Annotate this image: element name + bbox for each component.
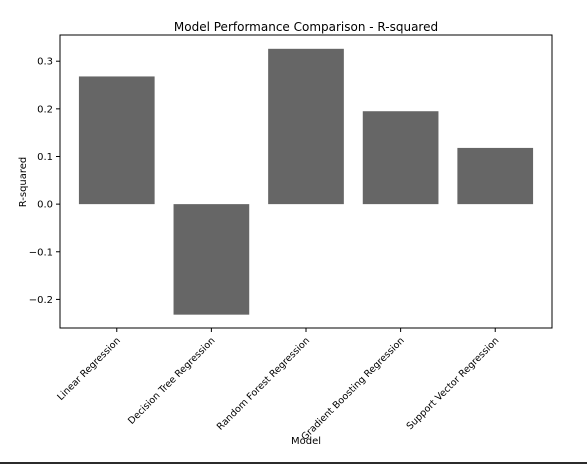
bar <box>457 147 534 205</box>
x-tick-label: Linear Regression <box>55 335 123 403</box>
x-tick-label: Random Forest Regression <box>215 335 312 432</box>
bar <box>78 76 155 205</box>
y-tick-label: 0.0 <box>37 200 53 211</box>
y-tick-label: −0.2 <box>29 295 53 306</box>
x-tick-label: Decision Tree Regression <box>126 335 217 426</box>
y-axis-label: R-squared <box>18 157 29 208</box>
x-tick-label: Gradient Boosting Regression <box>299 335 406 442</box>
y-axis: −0.2 −0.1 0.0 0.1 0.2 0.3 <box>29 57 60 306</box>
y-tick-label: 0.2 <box>37 104 53 115</box>
x-axis: Linear Regression Decision Tree Regressio… <box>55 328 501 443</box>
bar <box>173 204 250 315</box>
chart-title: Model Performance Comparison - R-squared <box>174 20 438 34</box>
y-tick-label: 0.3 <box>37 57 53 68</box>
bars-group <box>78 48 534 315</box>
y-tick-label: −0.1 <box>29 247 53 258</box>
bar <box>362 111 439 205</box>
x-axis-label: Model <box>291 436 321 447</box>
bar <box>268 48 344 205</box>
y-tick-label: 0.1 <box>37 152 53 163</box>
x-tick-label: Support Vector Regression <box>405 335 502 432</box>
